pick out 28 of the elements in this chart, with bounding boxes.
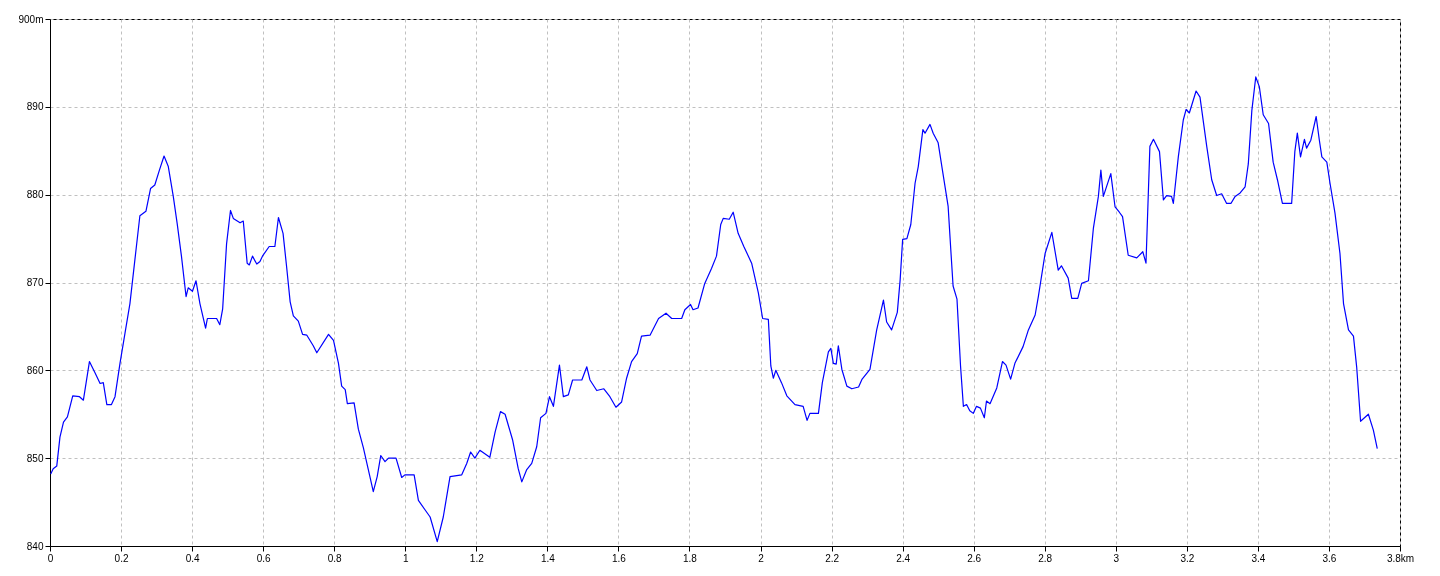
x-tick-label: 0.2 bbox=[114, 552, 129, 564]
x-tick-label: 2.8 bbox=[1038, 552, 1053, 564]
y-tick-label: 870 bbox=[26, 277, 44, 288]
x-tick-label: 3.8km bbox=[1386, 552, 1415, 564]
x-tick-label: 0.8 bbox=[327, 552, 343, 564]
y-tick-label: 860 bbox=[26, 364, 44, 376]
x-tick-label: 0.6 bbox=[256, 552, 272, 564]
x-tick-label: 1.6 bbox=[611, 552, 627, 564]
x-tick-label: 1 bbox=[402, 552, 409, 564]
x-tick-label: 2.6 bbox=[967, 552, 982, 564]
y-tick-label: 890 bbox=[26, 101, 44, 113]
line-series bbox=[50, 76, 1378, 543]
x-tick-label: 0.4 bbox=[185, 552, 200, 564]
y-tick-label: 880 bbox=[26, 189, 44, 201]
x-tick-label: 1.2 bbox=[469, 552, 485, 564]
y-tick-label: 840 bbox=[26, 540, 44, 552]
x-tick-label: 3 bbox=[1113, 552, 1120, 564]
x-tick-label: 0 bbox=[47, 552, 54, 564]
x-tick-label: 2 bbox=[758, 552, 765, 564]
y-tick-label: 850 bbox=[26, 452, 44, 464]
x-tick-label: 2.4 bbox=[896, 552, 911, 564]
x-tick-label: 3.4 bbox=[1251, 552, 1266, 564]
x-tick-label: 3.2 bbox=[1180, 552, 1195, 564]
x-tick-label: 3.6 bbox=[1322, 552, 1337, 564]
x-tick-label: 1.4 bbox=[540, 552, 556, 564]
x-tick-label: 2.2 bbox=[825, 552, 840, 564]
x-tick-label: 1.8 bbox=[683, 552, 698, 564]
y-tick-label: 900m bbox=[18, 13, 44, 25]
